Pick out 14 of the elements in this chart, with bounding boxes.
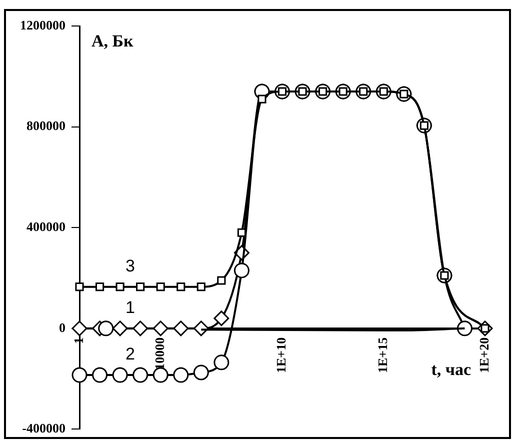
y-tick-label: 800000 (26, 118, 66, 134)
series-label: 1 (125, 298, 135, 318)
y-tick-label: 0 (59, 320, 66, 335)
x-tick-label: 1E+15 (374, 336, 390, 373)
series-label: 2 (125, 344, 135, 364)
x-axis-title: t, час (431, 360, 472, 379)
x-tick-label: 1E+20 (476, 337, 492, 373)
x-tick-label: 1E+10 (274, 337, 289, 373)
y-tick-label: 1200000 (20, 17, 66, 32)
y-tick-label: 400000 (26, 218, 66, 234)
y-axis-title: А, Бк (92, 31, 134, 50)
series-label: 3 (125, 256, 135, 276)
x-tick-label: 10000 (152, 337, 167, 370)
y-tick-label: -400000 (22, 420, 66, 436)
